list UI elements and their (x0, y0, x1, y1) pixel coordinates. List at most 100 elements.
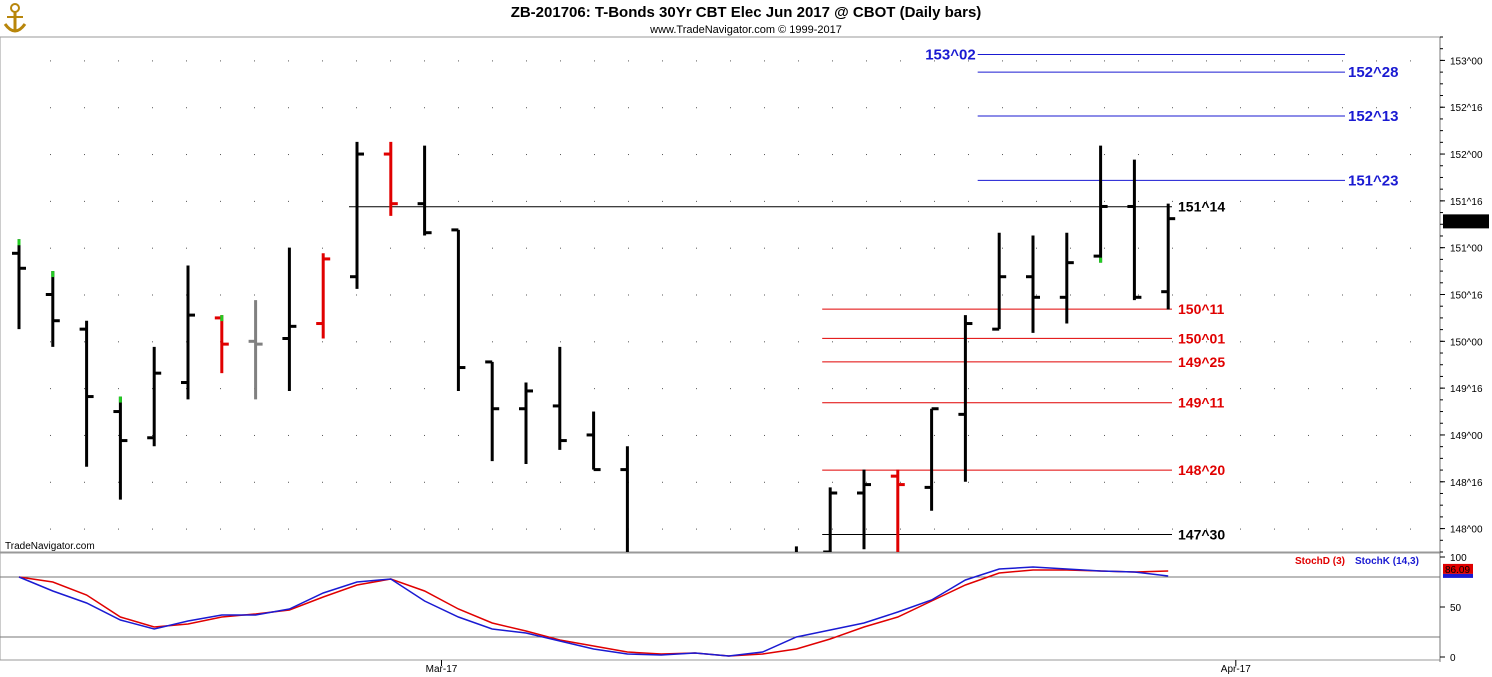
last-price-label: 151^09 (1446, 217, 1479, 228)
grid-dot (1274, 247, 1275, 249)
grid-dot (628, 247, 629, 249)
ohlc-bar (992, 232, 1007, 331)
grid-dot (390, 481, 391, 483)
grid-dot (152, 481, 153, 483)
level-label: 148^20 (1178, 462, 1225, 478)
oscillator-series-line (18, 566, 1169, 657)
grid-dot (492, 200, 493, 202)
grid-dot (968, 294, 969, 296)
grid-dot (50, 154, 51, 156)
grid-dot (84, 434, 85, 436)
grid-dot (968, 481, 969, 483)
level-label: 150^01 (1178, 330, 1225, 346)
grid-dot (1070, 154, 1071, 156)
grid-dot (186, 481, 187, 483)
grid-dot (1206, 107, 1207, 109)
grid-dot (1104, 60, 1105, 62)
grid-dot (934, 388, 935, 390)
grid-dot (764, 388, 765, 390)
grid-dot (730, 434, 731, 436)
ohlc-bar (350, 141, 364, 289)
ohlc-bar (924, 407, 939, 511)
grid-dot (730, 247, 731, 249)
grid-dot (662, 341, 663, 343)
grid-dot (934, 247, 935, 249)
grid-dot (322, 481, 323, 483)
ohlc-bar (890, 469, 905, 552)
grid-dot (662, 528, 663, 530)
grid-dot (356, 388, 357, 390)
price-tick-label: 148^00 (1450, 525, 1483, 536)
grid-dot (458, 154, 459, 156)
stoch-value-box-red (1443, 563, 1473, 574)
grid-dot (1002, 60, 1003, 62)
grid-dot (866, 388, 867, 390)
grid-dot (1240, 107, 1241, 109)
grid-dot (798, 247, 799, 249)
grid-dot (1172, 434, 1173, 436)
grid-dot (594, 528, 595, 530)
grid-dot (866, 60, 867, 62)
price-tick-label: 150^16 (1450, 291, 1483, 302)
grid-dot (696, 107, 697, 109)
grid-dot (390, 107, 391, 109)
grid-dot (356, 434, 357, 436)
price-tick-label: 152^16 (1450, 103, 1483, 114)
grid-dot (356, 341, 357, 343)
grid-dot (1274, 388, 1275, 390)
grid-dot (628, 200, 629, 202)
grid-dot (288, 481, 289, 483)
grid-dot (934, 200, 935, 202)
grid-dot (1070, 481, 1071, 483)
grid-dot (390, 294, 391, 296)
grid-dot (1070, 60, 1071, 62)
grid-dot (1308, 528, 1309, 530)
grid-dot (186, 528, 187, 530)
grid-dot (118, 200, 119, 202)
grid-dot (832, 388, 833, 390)
grid-dot (254, 294, 255, 296)
grid-dot (934, 60, 935, 62)
grid-dot (1342, 528, 1343, 530)
grid-dot (1036, 154, 1037, 156)
grid-dot (934, 434, 935, 436)
grid-dot (1172, 388, 1173, 390)
grid-dot (458, 434, 459, 436)
grid-dot (1376, 341, 1377, 343)
grid-dot (628, 341, 629, 343)
grid-dot (1410, 294, 1411, 296)
grid-dot (866, 481, 867, 483)
grid-dot (968, 247, 969, 249)
grid-dot (832, 481, 833, 483)
grid-dot (900, 388, 901, 390)
grid-dot (1342, 60, 1343, 62)
chart-title: ZB-201706: T-Bonds 30Yr CBT Elec Jun 201… (511, 4, 982, 21)
chart-header: ZB-201706: T-Bonds 30Yr CBT Elec Jun 201… (3, 3, 982, 36)
grid-dot (1070, 107, 1071, 109)
grid-dot (152, 60, 153, 62)
grid-dot (50, 528, 51, 530)
grid-dot (152, 341, 153, 343)
grid-dot (390, 60, 391, 62)
grid-dot (1104, 341, 1105, 343)
grid-dot (934, 341, 935, 343)
grid-dot (1376, 107, 1377, 109)
oscillator-axis: 100 50 0 86.09 (1440, 553, 1473, 664)
grid-dot (662, 294, 663, 296)
grid-dot (1274, 200, 1275, 202)
grid-dot (84, 154, 85, 156)
grid-dot (1002, 294, 1003, 296)
grid-dot (1410, 528, 1411, 530)
grid-dot (118, 154, 119, 156)
grid-dot (832, 341, 833, 343)
grid-dot (390, 341, 391, 343)
grid-dot (832, 107, 833, 109)
grid-dot (220, 60, 221, 62)
ohlc-bar (417, 145, 432, 236)
grid-dot (1138, 434, 1139, 436)
date-axis: Mar-17 Apr-17 (426, 660, 1251, 675)
grid-dot (1376, 247, 1377, 249)
grid-dot (1308, 154, 1309, 156)
grid-dot (1172, 247, 1173, 249)
grid-dot (152, 107, 153, 109)
